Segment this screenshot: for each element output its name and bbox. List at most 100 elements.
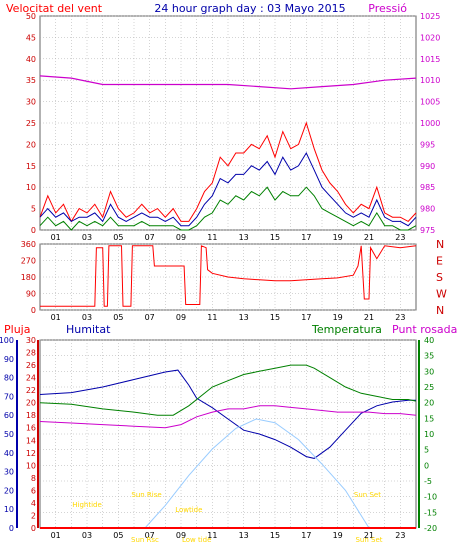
- y-tick-label-wind: 30: [26, 98, 36, 107]
- x-tick-label: 09: [176, 313, 186, 322]
- x-tick-label: 01: [51, 531, 61, 540]
- compass-label: S: [436, 271, 443, 284]
- y-tick-label-rain: 24: [26, 374, 36, 383]
- y-tick-label-temp: 0: [424, 461, 429, 470]
- y-tick-label-rain: 6: [31, 486, 36, 495]
- direction-series-line: [40, 245, 417, 307]
- right-title: Pressió: [368, 2, 407, 15]
- x-tick-label: 15: [270, 531, 280, 540]
- x-tick-label: 01: [51, 313, 61, 322]
- y-tick-label-pressure: 980: [420, 205, 435, 214]
- x-tick-label: 05: [113, 233, 123, 242]
- wind-series-line: [39, 151, 417, 227]
- x-tick-label: 11: [207, 531, 217, 540]
- x-tick-label: 19: [333, 531, 343, 540]
- y-tick-label-wind: 20: [26, 140, 36, 149]
- y-tick-label-temp: 30: [424, 367, 434, 376]
- x-tick-label: 23: [395, 233, 405, 242]
- y-tick-label-rain: 2: [31, 511, 36, 520]
- x-tick-label: 21: [364, 313, 374, 322]
- y-tick-label-temp: 20: [424, 399, 434, 408]
- annotation-layer: Sun Rise Sun Set Hightide Lowtide Sun Rsc Low…: [72, 491, 383, 544]
- chart-title: 24 hour graph day : 03 Mayo 2015: [154, 2, 345, 15]
- x-tick-label: 07: [145, 531, 155, 540]
- y-tick-label-temp: -15: [424, 508, 437, 517]
- x-tick-label: 01: [51, 233, 61, 242]
- y-tick-label-temp: 40: [424, 336, 434, 345]
- y-tick-label-rain: 18: [26, 411, 36, 420]
- y-tick-label-temp: 25: [424, 383, 434, 392]
- x-tick-label: 03: [82, 313, 92, 322]
- legend-temperatura: Temperatura: [311, 323, 382, 336]
- y-tick-label-pressure: 990: [420, 162, 435, 171]
- x-tick-label: 07: [145, 233, 155, 242]
- x-tick-label: 13: [239, 313, 249, 322]
- y-tick-label-pressure: 985: [420, 183, 435, 192]
- y-tick-label-humidity: 40: [4, 449, 14, 458]
- x-tick-label: 09: [176, 531, 186, 540]
- legend-humitat: Humitat: [66, 323, 111, 336]
- compass-label: E: [436, 255, 443, 268]
- annotation-label: Sun Rsc: [131, 536, 159, 544]
- x-tick-label: 15: [270, 313, 280, 322]
- y-tick-label-pressure: 1005: [420, 98, 440, 107]
- y-tick-label-pressure: 975: [420, 226, 435, 235]
- y-tick-label-wind: 25: [26, 119, 36, 128]
- y-tick-label-humidity: 80: [4, 374, 14, 383]
- y-tick-label-rain: 8: [31, 474, 36, 483]
- y-tick-label-humidity: 10: [4, 505, 14, 514]
- x-tick-label: 03: [82, 531, 92, 540]
- y-tick-label-temp: 35: [424, 352, 434, 361]
- x-tick-label: 21: [364, 531, 374, 540]
- annotation-label: Lowtide: [175, 506, 202, 514]
- y-tick-label-pressure: 1020: [420, 33, 440, 42]
- y-tick-label-direction: 180: [21, 273, 36, 282]
- temp-series-line: [39, 364, 417, 416]
- x-tick-label: 07: [145, 313, 155, 322]
- y-tick-label-pressure: 1015: [420, 55, 440, 64]
- y-tick-label-pressure: 1000: [420, 119, 440, 128]
- y-tick-label-rain: 28: [26, 349, 36, 358]
- y-tick-label-pressure: 1010: [420, 76, 440, 85]
- x-tick-label: 13: [239, 531, 249, 540]
- annotation-label: Low tide: [182, 536, 211, 544]
- y-tick-label-pressure: 995: [420, 140, 435, 149]
- series-layer: [39, 75, 417, 529]
- annotation-label: Sun Set: [354, 491, 381, 499]
- wind-series-line: [39, 121, 417, 223]
- y-tick-label-wind: 40: [26, 55, 36, 64]
- y-tick-label-pressure: 1025: [420, 12, 440, 21]
- compass-label: N: [436, 304, 444, 317]
- y-tick-label-temp: -10: [424, 493, 437, 502]
- x-tick-label: 17: [301, 233, 311, 242]
- annotation-label: Hightide: [72, 501, 102, 509]
- y-tick-label-temp: 10: [424, 430, 434, 439]
- x-tick-label: 17: [301, 313, 311, 322]
- left-title: Velocitat del vent: [6, 2, 103, 15]
- x-tick-label: 19: [333, 233, 343, 242]
- x-tick-label: 11: [207, 233, 217, 242]
- y-tick-label-rain: 10: [26, 461, 36, 470]
- y-tick-label-direction: 360: [21, 240, 36, 249]
- y-tick-label-wind: 45: [26, 33, 36, 42]
- x-tick-label: 05: [113, 531, 123, 540]
- y-tick-label-humidity: 20: [4, 486, 14, 495]
- x-tick-label: 23: [395, 313, 405, 322]
- y-tick-label-rain: 0: [31, 524, 36, 533]
- legend-pluja: Pluja: [4, 323, 30, 336]
- y-tick-label-rain: 14: [26, 436, 36, 445]
- y-tick-label-rain: 26: [26, 361, 36, 370]
- y-tick-label-rain: 16: [26, 424, 36, 433]
- temp-series-line: [39, 369, 416, 459]
- wind-series-line: [39, 75, 417, 90]
- y-tick-label-rain: 4: [31, 499, 36, 508]
- x-tick-label: 17: [301, 531, 311, 540]
- y-tick-label-direction: 0: [31, 306, 36, 315]
- x-tick-label: 05: [113, 313, 123, 322]
- temp-series-line: [144, 418, 370, 529]
- x-tick-label: 21: [364, 233, 374, 242]
- y-tick-label-rain: 20: [26, 399, 36, 408]
- axis-layer: 01 03 05 07 09 11 13 15 17 19 21 23 01 03 05 07 09 11 13 15…: [0, 12, 447, 540]
- wind-series-line: [39, 186, 417, 231]
